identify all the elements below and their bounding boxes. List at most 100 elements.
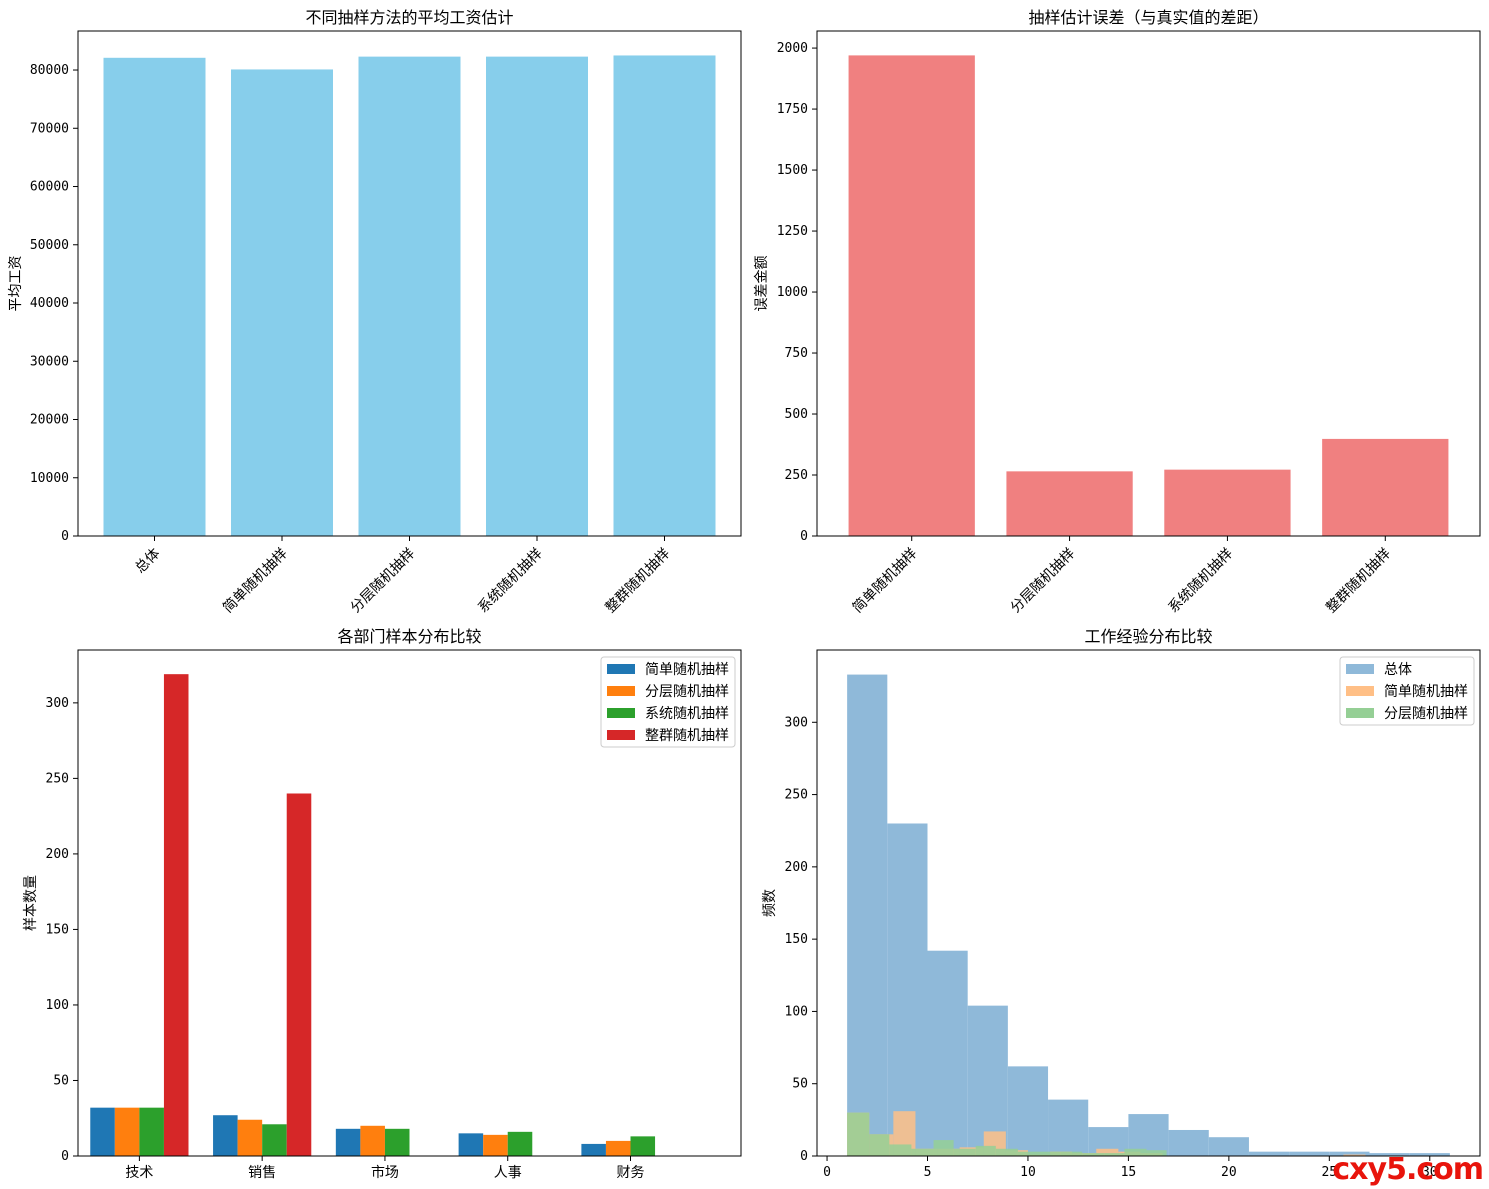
hist-bar-2-12 [1096,1148,1119,1156]
y-axis-label: 频数 [762,889,778,917]
chart-title: 抽样估计误差（与真实值的差距） [1028,8,1268,27]
hist-bar-1-13 [1329,1151,1370,1156]
bar-series-1-5 [581,1143,606,1156]
y-tick-label: 50000 [30,238,69,253]
y-tick-label: 40000 [30,296,69,311]
x-tick-label: 整群随机抽样 [603,546,674,617]
hist-bar-2-23 [1343,1154,1366,1156]
legend-swatch [1346,664,1374,674]
legend-entry: 分层随机抽样 [645,684,729,700]
legend-entry: 简单随机抽样 [645,661,729,678]
bar-series-2-5 [605,1140,631,1156]
y-tick-label: 50 [53,1073,69,1088]
x-tick-label: 整群随机抽样 [1323,546,1394,617]
bar-series-3-3 [384,1128,410,1156]
bar-series-2-3 [360,1125,385,1156]
y-tick-label: 2000 [777,41,808,56]
y-tick-label: 150 [46,922,69,937]
y-tick-label: 300 [46,696,69,711]
y-axis-label: 样本数量 [23,875,39,931]
hist-bar-3-10 [1040,1151,1061,1156]
hist-bar-3-8 [995,1148,1018,1156]
y-tick-label: 80000 [30,63,69,78]
y-tick-label: 30000 [30,354,69,369]
legend-swatch [607,664,635,674]
bar-series-4-2 [286,793,312,1156]
y-tick-label: 0 [61,1149,69,1164]
subplot-4: 0 50 100 150 200 250 300 0 5 10 15 20 25 30 总体简单随机抽样分层… [762,627,1481,1180]
bar-series-1-1 [90,1107,115,1156]
x-tick-label: 财务 [617,1165,645,1181]
hist-bar-1-4 [967,1005,1008,1156]
hist-bar-3-9 [1017,1151,1041,1156]
chart-title: 工作经验分布比较 [1084,627,1212,646]
y-tick-label: 250 [785,788,808,803]
x-tick-label: 25 [1321,1165,1337,1180]
hist-bar-1-5 [1007,1066,1049,1156]
x-tick-label: 销售 [248,1165,276,1181]
legend-swatch [607,686,635,696]
x-tick-label: 分层随机抽样 [348,546,419,617]
chart-title: 各部门样本分布比较 [337,627,481,646]
hist-bar-3-1 [847,1112,870,1156]
y-axis-label: 误差金额 [754,256,770,312]
x-tick-label: 0 [823,1165,831,1180]
hist-bar-1-10 [1208,1137,1249,1156]
bar-series-3-4 [507,1131,533,1156]
hist-bar-1-3 [927,950,968,1156]
x-tick-label: 5 [924,1165,932,1180]
bar-3 [1164,469,1291,536]
bar-4 [486,56,588,537]
hist-bar-1-12 [1289,1151,1330,1156]
y-tick-label: 150 [785,932,808,947]
hist-bar-3-5 [933,1140,954,1156]
hist-bar-1-11 [1248,1151,1290,1156]
legend-entry: 分层随机抽样 [1384,706,1468,722]
bar-series-4-1 [163,674,189,1156]
subplot-3: 0 50 100 150 200 250 300 技术 销售 市场 人事 财务 简单随机抽样分层随机抽样… [23,627,742,1181]
bar-1 [848,55,975,537]
hist-bar-3-2 [869,1134,890,1156]
x-tick-label: 分层随机抽样 [1008,546,1079,617]
y-tick-label: 1750 [777,102,808,117]
bar-1 [103,57,206,536]
x-tick-label: 系统随机抽样 [475,546,546,617]
legend-entry: 系统随机抽样 [645,706,729,722]
subplot-2: 0 250 500 750 1000 1250 1500 1750 2000 简单随机抽样 分层随机… [754,8,1481,617]
bar-2 [231,69,333,537]
chart-title: 不同抽样方法的平均工资估计 [305,8,513,27]
x-tick-label: 30 [1422,1165,1438,1180]
bar-series-1-2 [213,1115,238,1156]
y-tick-label: 0 [61,529,69,544]
hist-bar-3-6 [953,1148,976,1156]
bar-series-2-1 [114,1107,140,1156]
y-tick-label: 60000 [30,180,69,195]
legend-entry: 总体 [1384,662,1412,678]
plot-frame [816,649,1481,1157]
y-axis-label: 平均工资 [8,256,24,312]
hist-bar-1-14 [1369,1153,1410,1156]
y-tick-label: 1250 [777,224,808,239]
hist-bar-1-2 [887,823,928,1156]
y-tick-label: 100 [46,998,69,1013]
bar-5 [613,55,716,536]
legend-swatch [607,730,635,740]
plot-frame [816,30,1481,537]
bar-series-3-1 [139,1107,164,1156]
bar-2 [1006,471,1133,536]
y-tick-label: 50 [792,1077,808,1092]
legend-swatch [1346,708,1374,718]
x-tick-label: 15 [1121,1165,1137,1180]
y-tick-label: 1500 [777,163,808,178]
x-tick-label: 人事 [494,1165,522,1181]
bar-series-2-2 [237,1119,263,1156]
legend-entry: 整群随机抽样 [645,728,729,744]
y-tick-label: 10000 [30,471,69,486]
y-tick-label: 70000 [30,121,69,136]
bar-series-1-3 [335,1128,361,1156]
x-tick-label: 技术 [125,1165,153,1181]
x-tick-label: 10 [1020,1165,1036,1180]
